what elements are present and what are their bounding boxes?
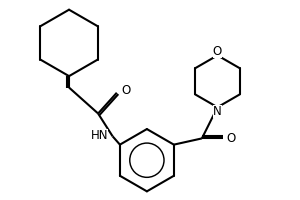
Text: O: O xyxy=(213,45,222,58)
Text: HN: HN xyxy=(91,129,109,142)
Text: N: N xyxy=(213,105,222,118)
Text: O: O xyxy=(121,84,130,97)
Text: O: O xyxy=(227,132,236,145)
